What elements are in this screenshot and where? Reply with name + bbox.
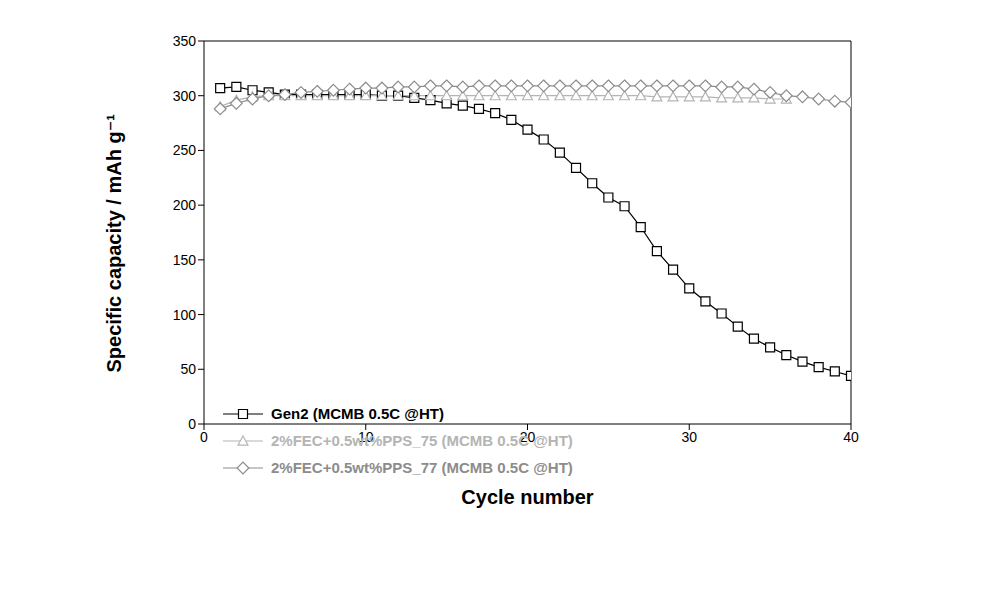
svg-text:Specific capacity / mAh g⁻¹: Specific capacity / mAh g⁻¹ (103, 114, 125, 373)
svg-text:40: 40 (843, 429, 859, 445)
svg-text:50: 50 (180, 361, 196, 377)
svg-text:20: 20 (520, 429, 536, 445)
svg-text:100: 100 (173, 307, 197, 323)
svg-text:10: 10 (358, 429, 374, 445)
svg-text:250: 250 (173, 142, 197, 158)
svg-text:150: 150 (173, 252, 197, 268)
svg-text:350: 350 (173, 33, 197, 49)
svg-text:300: 300 (173, 88, 197, 104)
svg-text:200: 200 (173, 197, 197, 213)
svg-text:Cycle number: Cycle number (461, 486, 593, 508)
svg-text:0: 0 (188, 416, 196, 432)
svg-text:30: 30 (681, 429, 697, 445)
svg-text:0: 0 (200, 429, 208, 445)
